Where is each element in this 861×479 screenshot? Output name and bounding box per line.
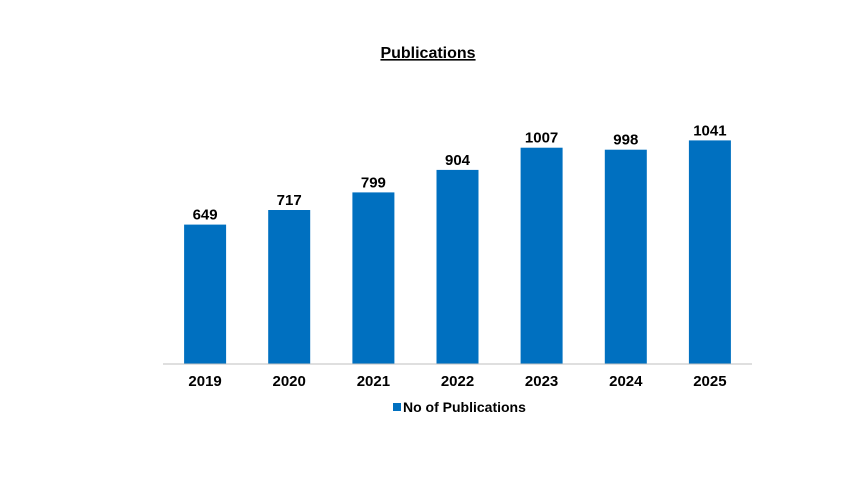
x-tick-2024: 2024 (609, 373, 643, 390)
bar-2022 (436, 169, 479, 364)
legend: No of Publications (393, 399, 526, 415)
x-tick-labels-group: 2019 2020 2021 2022 2023 2024 2025 (188, 373, 726, 390)
value-label-2021: 799 (361, 174, 386, 191)
x-tick-2025: 2025 (693, 373, 726, 390)
bar-2019 (184, 224, 227, 364)
bar-2021 (352, 192, 395, 364)
value-label-2025: 1041 (693, 122, 726, 139)
x-tick-2020: 2020 (273, 373, 306, 390)
x-tick-2021: 2021 (357, 373, 390, 390)
legend-label: No of Publications (403, 399, 526, 415)
x-tick-2019: 2019 (188, 373, 221, 390)
value-label-2020: 717 (277, 192, 302, 209)
bar-2024 (604, 149, 647, 364)
x-tick-2023: 2023 (525, 373, 558, 390)
value-label-2023: 1007 (525, 130, 558, 147)
value-label-2024: 998 (613, 132, 638, 149)
value-labels-group: 649 717 799 904 1007 998 1041 (193, 122, 727, 223)
x-tick-2022: 2022 (441, 373, 474, 390)
bar-2020 (268, 210, 311, 364)
bar-2023 (520, 147, 563, 364)
legend-swatch (393, 403, 401, 411)
value-label-2022: 904 (445, 152, 471, 169)
chart-title: Publications (380, 45, 475, 62)
bars-group (184, 140, 731, 364)
bar-2025 (688, 140, 731, 364)
value-label-2019: 649 (193, 207, 218, 224)
